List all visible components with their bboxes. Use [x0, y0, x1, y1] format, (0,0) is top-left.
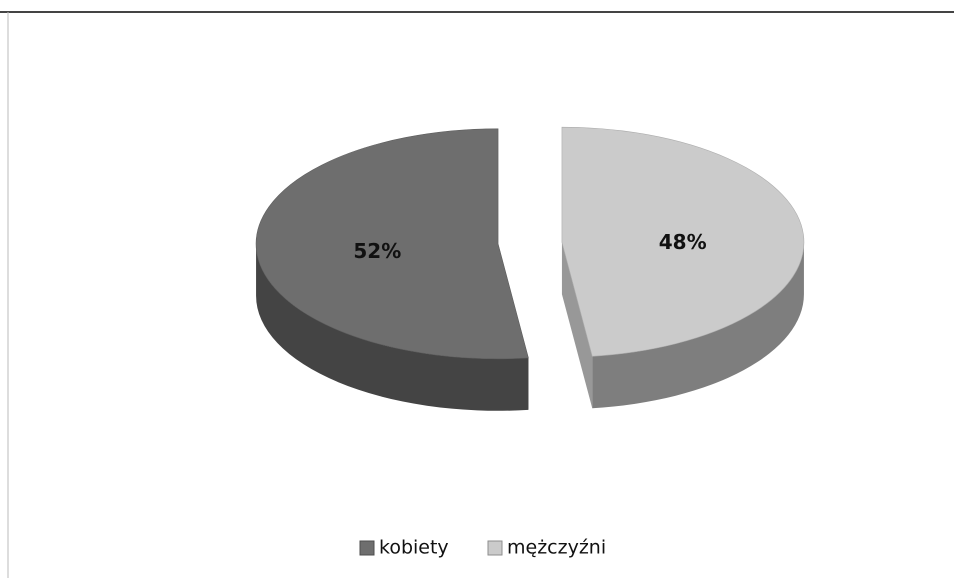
data-label: 48%	[659, 230, 707, 254]
slice-face	[561, 242, 593, 409]
slice	[561, 126, 805, 357]
legend-swatch	[359, 540, 375, 556]
legend-swatch	[487, 540, 503, 556]
slice-side	[256, 243, 529, 411]
legend-label: kobiety	[379, 537, 449, 559]
legend-label: mężczyźni	[507, 537, 606, 559]
data-label: 52%	[353, 239, 401, 263]
slice	[255, 128, 529, 360]
slice-side	[592, 242, 804, 409]
